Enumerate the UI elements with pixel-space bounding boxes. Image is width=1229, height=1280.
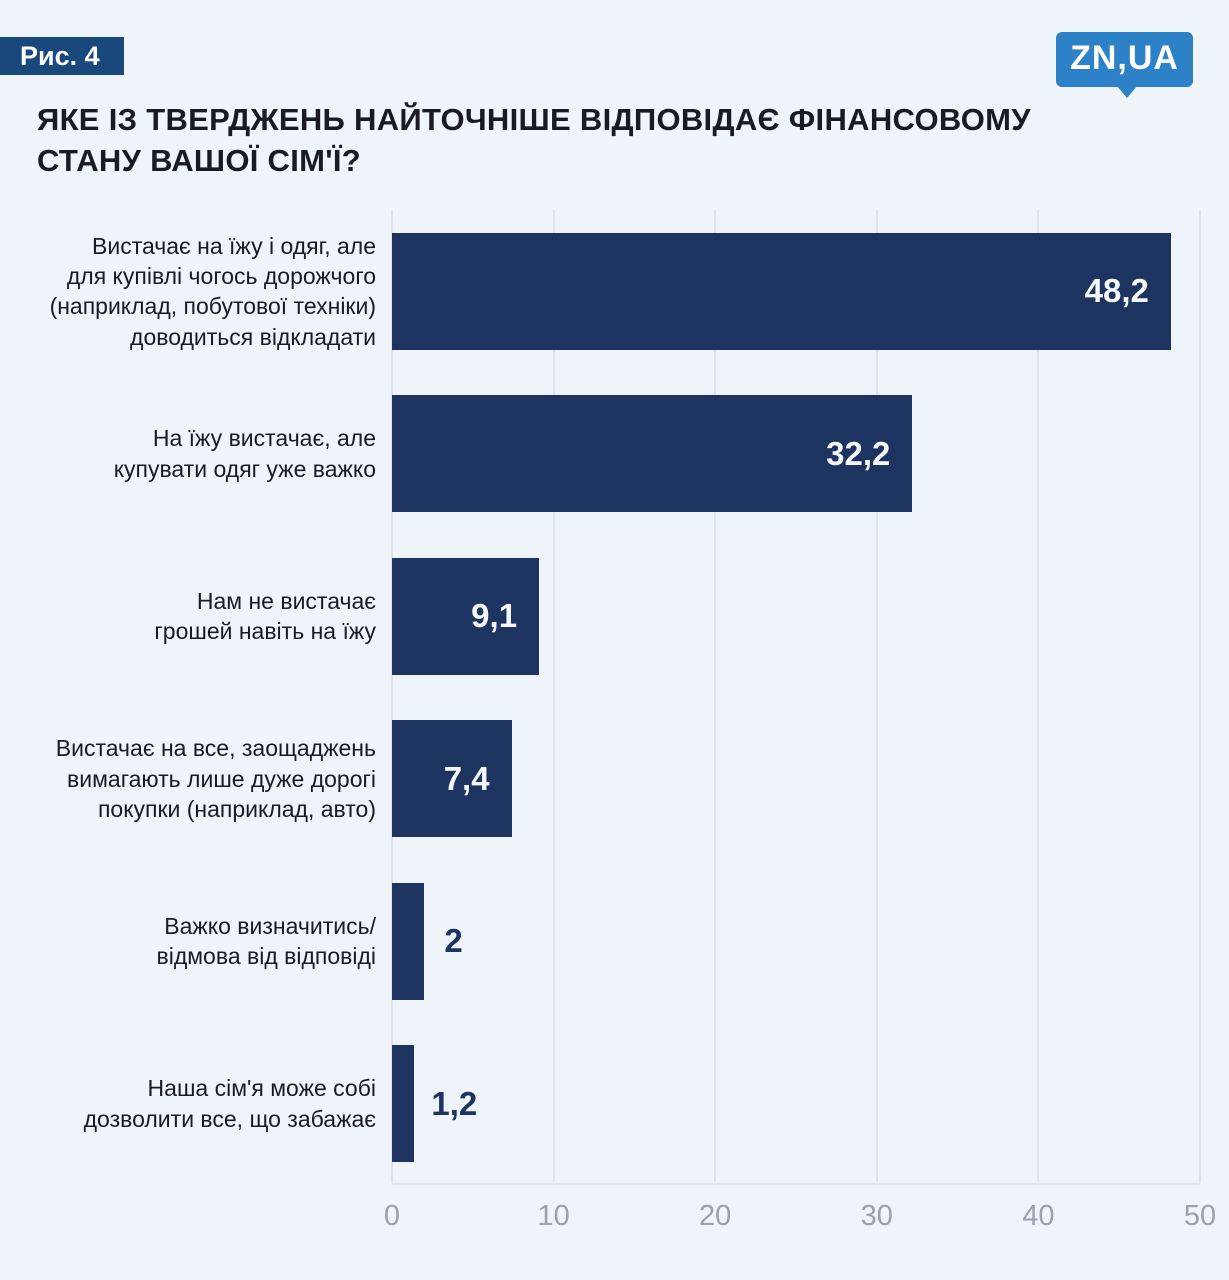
gridline xyxy=(1199,210,1201,1183)
bar: 9,1 xyxy=(392,557,540,675)
category-label: Вистачає на їжу і одяг, але для купівлі … xyxy=(49,232,376,350)
bar-track: 32,2 xyxy=(392,395,1200,513)
x-axis-tick-label: 20 xyxy=(699,1200,732,1232)
bar xyxy=(392,1045,414,1163)
value-label: 2 xyxy=(444,922,463,960)
x-axis-tick-label: 40 xyxy=(1022,1200,1055,1232)
category-label: Наша сім'я може собі дозволити все, що з… xyxy=(83,1075,376,1132)
gridline xyxy=(391,210,393,1183)
gridline xyxy=(875,210,878,1183)
x-axis: 0 10 20 30 40 50 xyxy=(384,1200,1216,1240)
x-axis-tick-label: 30 xyxy=(860,1200,893,1232)
gridline xyxy=(1037,210,1040,1183)
chart-row: Важко визначитись/ відмова від відповіді… xyxy=(0,860,1229,1023)
category-label: Вистачає на все, заощаджень вимагають ли… xyxy=(55,735,376,822)
chart-rows: Вистачає на їжу і одяг, але для купівлі … xyxy=(0,210,1229,1185)
gridline xyxy=(714,210,717,1183)
x-axis-tick-label: 50 xyxy=(1183,1200,1217,1232)
znua-logo: ZN,UA xyxy=(1056,32,1193,87)
figure-label: Рис. 4 xyxy=(0,37,124,75)
bar-track: 7,4 xyxy=(392,720,1200,838)
chart-row: Наша сім'я може собі дозволити все, що з… xyxy=(0,1023,1229,1186)
chart-row: На їжу вистачає, але купувати одяг уже в… xyxy=(0,373,1229,536)
gridlines xyxy=(391,210,1201,1185)
category-label: Важко визначитись/ відмова від відповіді xyxy=(156,912,377,970)
bar-track: 2 xyxy=(392,882,1200,1000)
x-axis-tick-label: 0 xyxy=(383,1200,401,1232)
bar: 48,2 xyxy=(392,232,1171,350)
value-label: 7,4 xyxy=(443,759,490,797)
bar-track: 48,2 xyxy=(392,232,1200,350)
bar-chart: Вистачає на їжу і одяг, але для купівлі … xyxy=(0,210,1229,1232)
page-title: ЯКЕ ІЗ ТВЕРДЖЕНЬ НАЙТОЧНІШЕ ВІДПОВІДАЄ Ф… xyxy=(37,102,1031,178)
value-label: 32,2 xyxy=(826,434,891,472)
value-label: 1,2 xyxy=(431,1084,478,1122)
bar-track: 9,1 xyxy=(392,557,1200,675)
value-label: 48,2 xyxy=(1084,272,1149,310)
bar: 32,2 xyxy=(392,395,913,513)
value-label: 9,1 xyxy=(471,597,518,635)
chart-row: Нам не вистачає грошей навіть на їжу 9,1 xyxy=(0,535,1229,698)
chart-row: Вистачає на все, заощаджень вимагають ли… xyxy=(0,698,1229,861)
chart-row: Вистачає на їжу і одяг, але для купівлі … xyxy=(0,210,1229,373)
gridline xyxy=(552,210,555,1183)
category-label: Нам не вистачає грошей навіть на їжу xyxy=(154,587,376,645)
bar-track: 1,2 xyxy=(392,1045,1200,1163)
bar: 7,4 xyxy=(392,720,512,838)
x-axis-tick-label: 10 xyxy=(537,1200,570,1232)
category-label: На їжу вистачає, але купувати одяг уже в… xyxy=(113,425,376,482)
bar xyxy=(392,882,425,1000)
